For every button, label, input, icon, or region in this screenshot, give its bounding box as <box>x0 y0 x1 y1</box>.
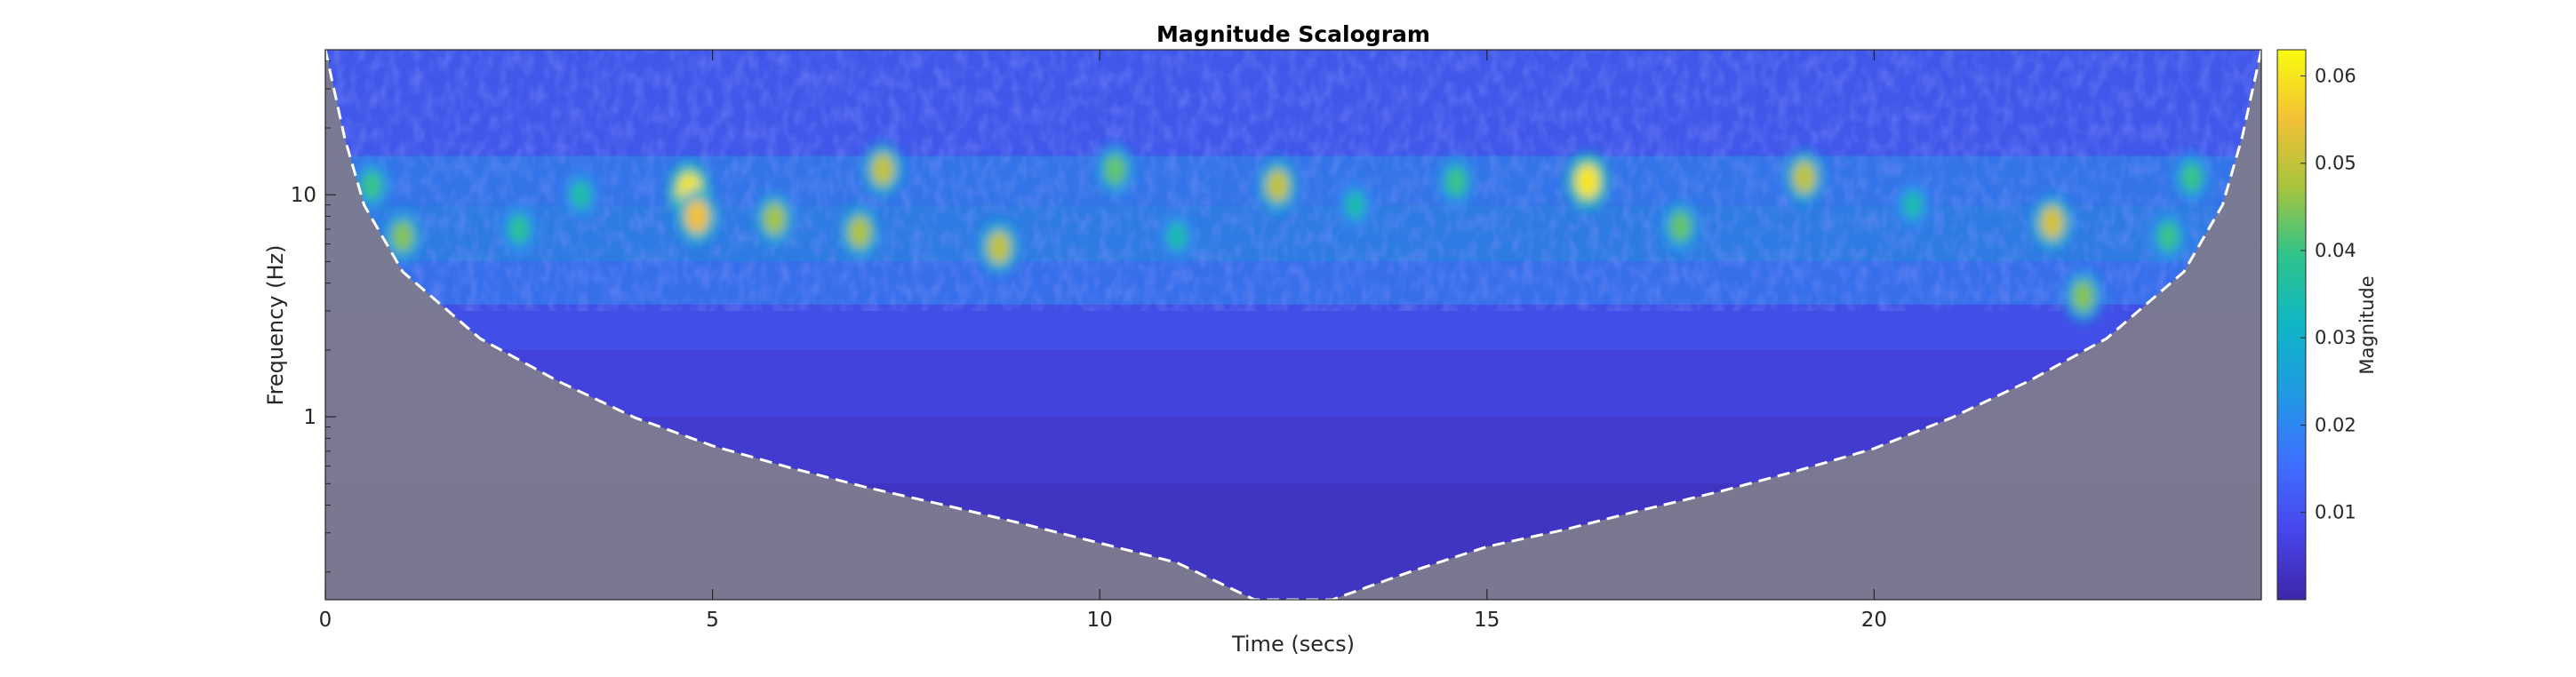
x-tick-label: 0 <box>319 609 332 632</box>
magnitude-hotspots <box>353 143 2210 322</box>
y-tick-label: 1 <box>303 406 316 429</box>
hotspot <box>1166 221 1188 251</box>
colorbar-tick-label: 0.05 <box>2315 153 2356 174</box>
x-tick-label: 15 <box>1474 609 1500 632</box>
hotspot <box>2157 220 2180 252</box>
x-tick-label: 10 <box>1087 609 1113 632</box>
frequency-band <box>325 304 2261 350</box>
hotspot <box>508 214 530 244</box>
hotspot <box>1902 190 1924 220</box>
colorbar-tick-label: 0.04 <box>2315 240 2356 261</box>
chart-title: Magnitude Scalogram <box>1156 21 1430 47</box>
hotspot <box>848 215 871 249</box>
hotspot <box>1793 161 1816 194</box>
hotspot <box>763 203 786 235</box>
hotspot <box>1104 154 1126 186</box>
hotspot <box>1669 211 1692 243</box>
axes-frame <box>324 49 2262 601</box>
colorbar: 0.01 0.02 0.03 0.04 0.05 0.06 Magnitude <box>2276 49 2378 601</box>
colorbar-tick-label: 0.02 <box>2315 414 2356 435</box>
hotspot <box>1575 163 1600 199</box>
x-axis-ticks: 0 5 10 15 20 <box>319 50 1887 632</box>
colorbar-tick-label: 0.03 <box>2315 327 2356 348</box>
x-tick-label: 5 <box>706 609 719 632</box>
hotspot <box>684 199 709 234</box>
hotspot <box>391 220 414 252</box>
x-axis-label: Time (secs) <box>1231 632 1355 657</box>
hotspot <box>2072 280 2094 312</box>
colorbar-tick-label: 0.01 <box>2315 502 2356 523</box>
hotspot <box>2180 162 2203 193</box>
hotspot <box>988 230 1011 264</box>
y-tick-label: 10 <box>291 184 316 207</box>
y-axis-ticks: 1 10 <box>291 60 336 573</box>
hotspot <box>1345 190 1366 220</box>
frequency-band <box>325 349 2261 418</box>
plot-area <box>325 50 2261 600</box>
hotspot <box>1445 165 1467 197</box>
colorbar-tick-label: 0.06 <box>2315 65 2356 86</box>
hotspot <box>871 153 895 187</box>
hotspot <box>361 170 383 201</box>
hotspot <box>2040 205 2064 240</box>
colorbar-ticks: 0.01 0.02 0.03 0.04 0.05 0.06 <box>2300 65 2356 523</box>
hotspot <box>571 179 591 210</box>
colorbar-label: Magnitude <box>2356 275 2378 374</box>
cone-of-influence-line <box>325 50 2261 600</box>
colorbar-gradient <box>2276 49 2307 601</box>
hotspot <box>1266 169 1290 203</box>
x-tick-label: 20 <box>1861 609 1887 632</box>
cone-of-influence-shading <box>325 50 2261 600</box>
y-axis-label: Frequency (Hz) <box>263 245 288 406</box>
